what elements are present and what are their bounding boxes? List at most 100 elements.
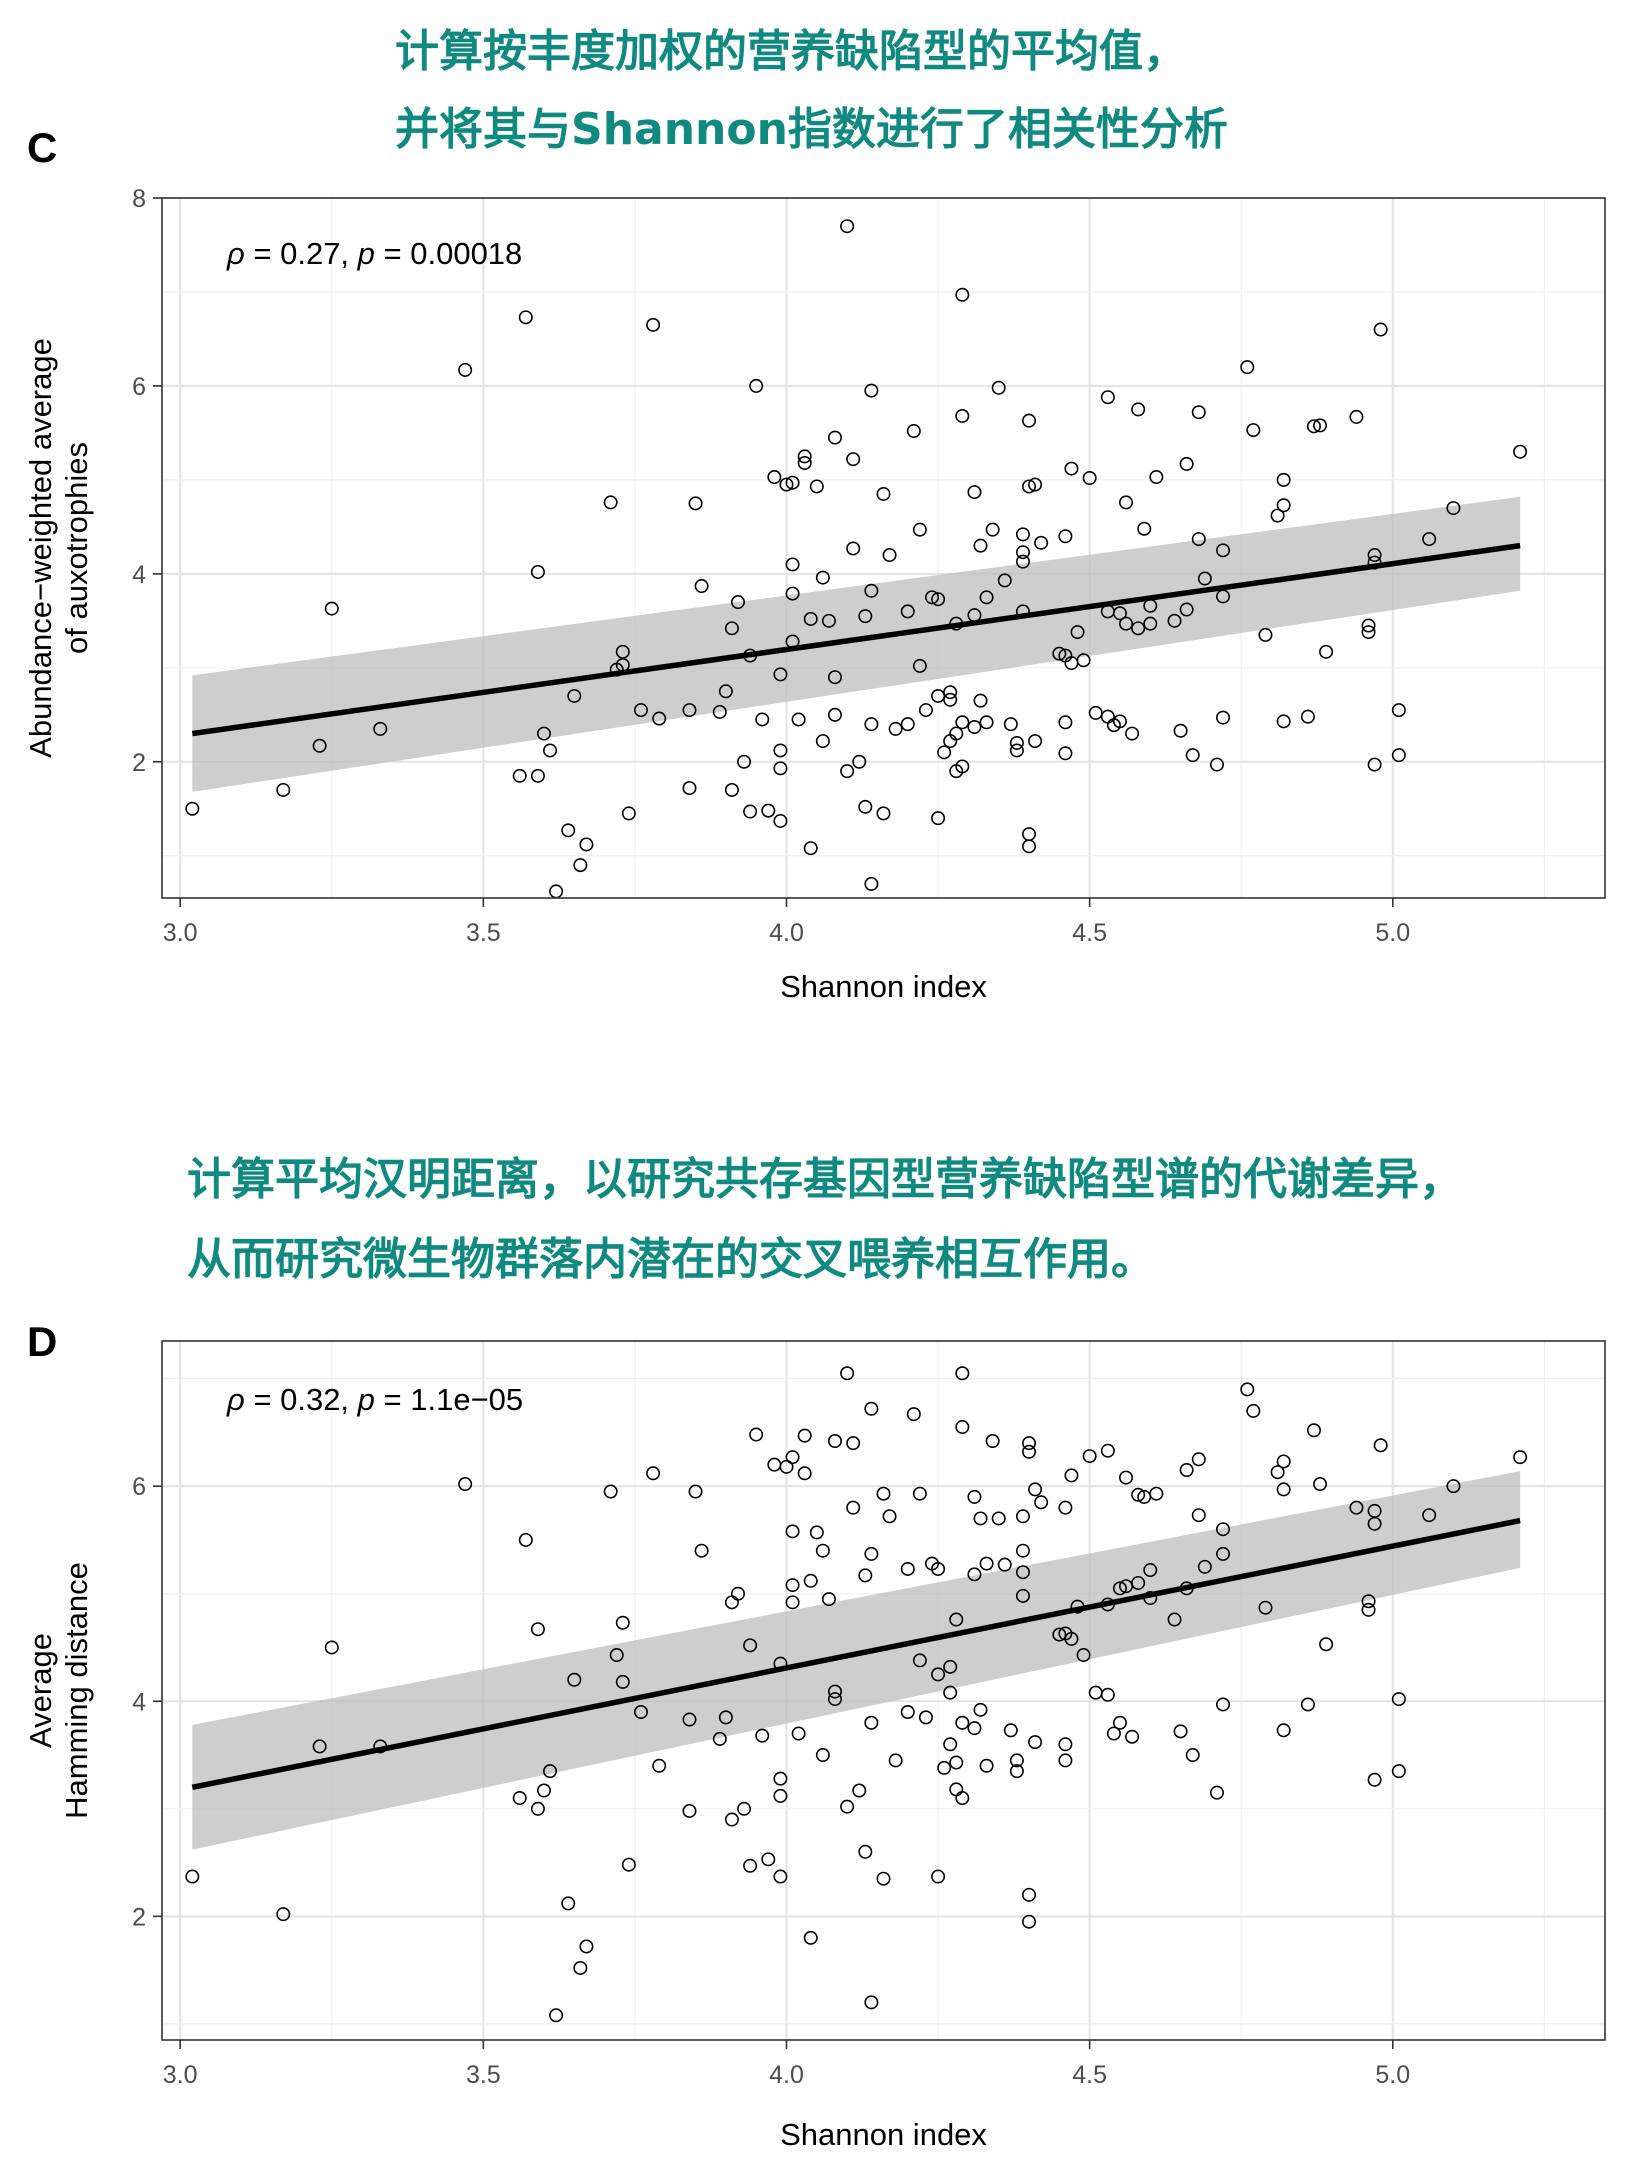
data-point	[1179, 456, 1194, 471]
data-point	[512, 768, 527, 783]
data-point	[1064, 461, 1079, 476]
data-point	[1513, 1450, 1528, 1465]
data-point	[1179, 1463, 1194, 1478]
data-point	[1082, 470, 1097, 485]
data-point	[652, 1758, 667, 1773]
caption-d-line2: 从而研究微生物群落内潜在的交叉喂养相互作用。	[187, 1234, 1155, 1285]
data-point	[791, 712, 806, 727]
data-point	[1076, 653, 1091, 668]
data-point	[1373, 322, 1388, 337]
data-point	[1276, 1454, 1291, 1469]
data-point	[949, 1612, 964, 1627]
data-point	[1028, 734, 1043, 749]
x-tick-label: 3.5	[466, 2061, 501, 2089]
data-point	[730, 595, 745, 610]
data-point	[761, 1852, 776, 1867]
data-point	[1100, 1687, 1115, 1702]
data-point	[621, 1857, 636, 1872]
caption-d-line1: 计算平均汉明距离，以研究共存基因型营养缺陷型谱的代谢差异，	[187, 1154, 1463, 1205]
data-point	[840, 219, 855, 234]
data-point	[1276, 498, 1291, 513]
data-point	[1349, 1500, 1364, 1515]
data-point	[967, 1489, 982, 1504]
data-point	[1216, 1522, 1231, 1537]
x-tick-label: 5.0	[1375, 919, 1410, 947]
data-point	[955, 287, 970, 302]
data-point	[797, 1466, 812, 1481]
data-point	[185, 801, 200, 816]
data-point	[1119, 495, 1134, 510]
data-point	[918, 1710, 933, 1725]
data-point	[1197, 1559, 1212, 1574]
data-point	[1319, 644, 1334, 659]
data-point	[973, 1511, 988, 1526]
data-point	[955, 408, 970, 423]
data-point	[803, 1930, 818, 1945]
data-point	[1003, 1723, 1018, 1738]
data-point	[967, 485, 982, 500]
data-point	[1446, 1479, 1461, 1494]
data-point	[1028, 477, 1043, 492]
data-point	[567, 688, 582, 703]
data-point	[185, 1869, 200, 1884]
annotation-value: = 1.1e−05	[375, 1382, 523, 1417]
data-point	[846, 1436, 861, 1451]
data-point	[1009, 1753, 1024, 1768]
data-point	[1361, 1594, 1376, 1609]
data-point	[955, 1366, 970, 1381]
data-point	[615, 1615, 630, 1630]
data-point	[900, 1705, 915, 1720]
data-point	[1058, 1753, 1073, 1768]
y-axis-label: Abundance−weighted averageof auxotrophie…	[23, 338, 94, 758]
data-point	[518, 310, 533, 325]
data-point	[530, 1622, 545, 1637]
data-point	[724, 621, 739, 636]
data-point	[967, 719, 982, 734]
regression-line	[191, 542, 1521, 737]
data-point	[1319, 1637, 1334, 1652]
data-point	[979, 715, 994, 730]
data-point	[609, 1648, 624, 1663]
data-point	[1070, 625, 1085, 640]
data-point	[1240, 1382, 1255, 1397]
data-point	[324, 601, 339, 616]
data-point	[536, 1783, 551, 1798]
data-point	[1022, 1887, 1037, 1902]
data-point	[876, 486, 891, 501]
data-point	[991, 380, 1006, 395]
data-point	[852, 754, 867, 769]
data-point	[615, 1674, 630, 1689]
data-point	[1258, 1600, 1273, 1615]
data-point	[579, 837, 594, 852]
data-point	[912, 1653, 927, 1668]
data-point	[931, 592, 946, 607]
data-point	[797, 449, 812, 464]
data-point	[791, 1726, 806, 1741]
data-point	[912, 1486, 927, 1501]
data-point	[973, 693, 988, 708]
data-point	[1009, 1764, 1024, 1779]
data-point	[1173, 723, 1188, 738]
data-point	[682, 1803, 697, 1818]
data-point	[712, 704, 727, 719]
chart-d: 3.0 3.5 4.0 4.5 5.0 2 4 6 ρ = 0.32, p = 1.1e−05 S…	[23, 1340, 1606, 2152]
data-point	[1391, 748, 1406, 763]
data-point	[1112, 1715, 1127, 1730]
data-point	[1167, 1612, 1182, 1627]
data-point	[1100, 390, 1115, 405]
data-point	[1216, 1546, 1231, 1561]
data-point	[815, 734, 830, 749]
data-point	[1367, 1516, 1382, 1531]
data-point	[567, 1672, 582, 1687]
data-point	[621, 806, 636, 821]
data-point	[1137, 521, 1152, 536]
data-point	[688, 1484, 703, 1499]
data-point	[1076, 1648, 1091, 1663]
data-point	[1058, 746, 1073, 761]
data-point	[1209, 757, 1224, 772]
data-point	[1246, 423, 1261, 438]
data-point	[815, 1748, 830, 1763]
data-point	[937, 745, 952, 760]
data-point	[1015, 1509, 1030, 1524]
